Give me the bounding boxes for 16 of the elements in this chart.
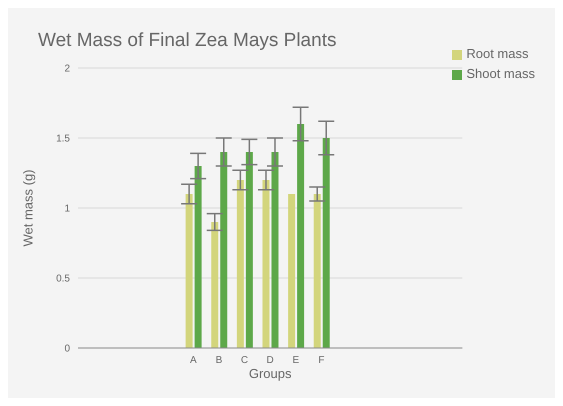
x-tick-label: C xyxy=(240,355,248,366)
y-tick-label: 0 xyxy=(64,344,70,355)
y-axis-title: Wet mass (g) xyxy=(20,169,36,247)
y-tick-label: 2 xyxy=(64,64,70,75)
x-tick-label: E xyxy=(292,355,300,366)
x-tick-label: F xyxy=(318,355,324,366)
y-tick-label: 1.5 xyxy=(56,134,70,145)
x-tick-label: A xyxy=(190,355,197,366)
y-tick-label: 0.5 xyxy=(56,274,70,285)
legend-label: Shoot mass xyxy=(466,66,535,81)
y-tick-label: 1 xyxy=(64,204,70,215)
x-tick-label: D xyxy=(266,355,274,366)
legend-label: Root mass xyxy=(466,46,528,61)
x-tick-label: B xyxy=(216,355,223,366)
chart-title: Wet Mass of Final Zea Mays Plants xyxy=(38,30,336,52)
x-axis-title: Groups xyxy=(248,366,292,381)
